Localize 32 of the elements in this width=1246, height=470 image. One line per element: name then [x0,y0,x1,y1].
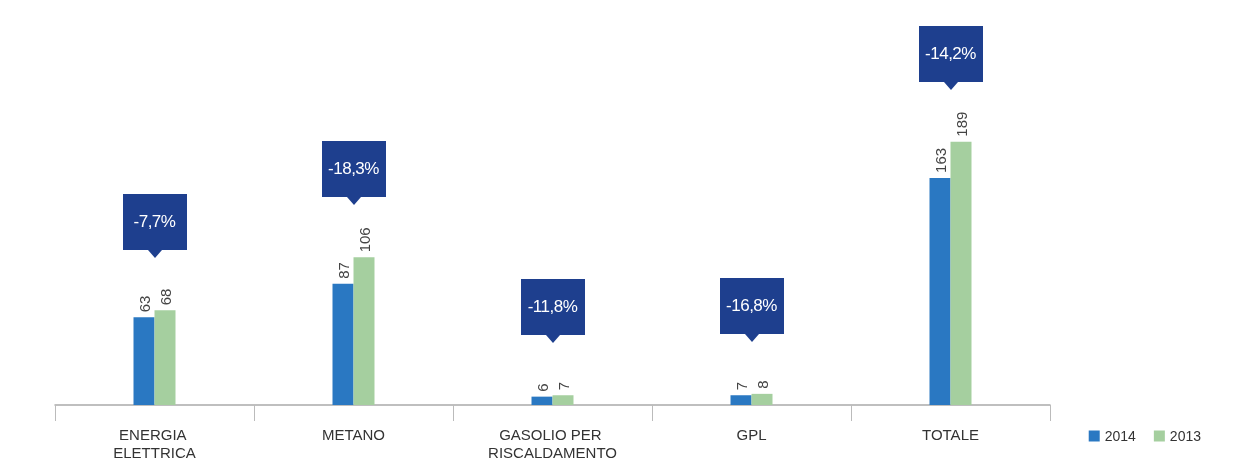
legend-label: 2014 [1104,428,1137,444]
annotation: -16,8% [719,277,784,334]
x-tick-label: GPL [736,425,767,443]
annotation: -7,7% [122,194,187,251]
bar [332,283,354,405]
data-label: 87 [334,262,352,279]
data-label: 7 [554,381,572,391]
text: -14,2% [918,25,983,82]
x-tick-label: METANO [321,425,386,443]
data-label: 8 [753,380,771,389]
data-label: 68 [156,288,174,306]
bar [950,141,972,405]
legend-label: 2013 [1169,428,1202,444]
bar [730,395,752,405]
data-label: 189 [952,111,970,137]
x-tick-label: GASOLIO PER RISCALDAMENTO [488,425,617,461]
data-label: 7 [732,381,750,391]
annotation: -18,3% [321,141,386,198]
bar [552,395,574,405]
data-label: 6 [533,383,551,392]
x-tick-label: TOTALE [922,425,979,443]
bar [154,310,176,405]
annotation: -11,8% [520,279,585,336]
x-tick-label: ENERGIA ELETTRICA [113,425,196,461]
bar [353,257,375,405]
data-label: 106 [355,227,373,253]
data-label: 163 [931,147,949,173]
data-label: 63 [135,295,153,313]
bar [751,393,773,405]
bar [929,177,951,405]
bar [531,396,553,405]
bar [133,317,155,405]
